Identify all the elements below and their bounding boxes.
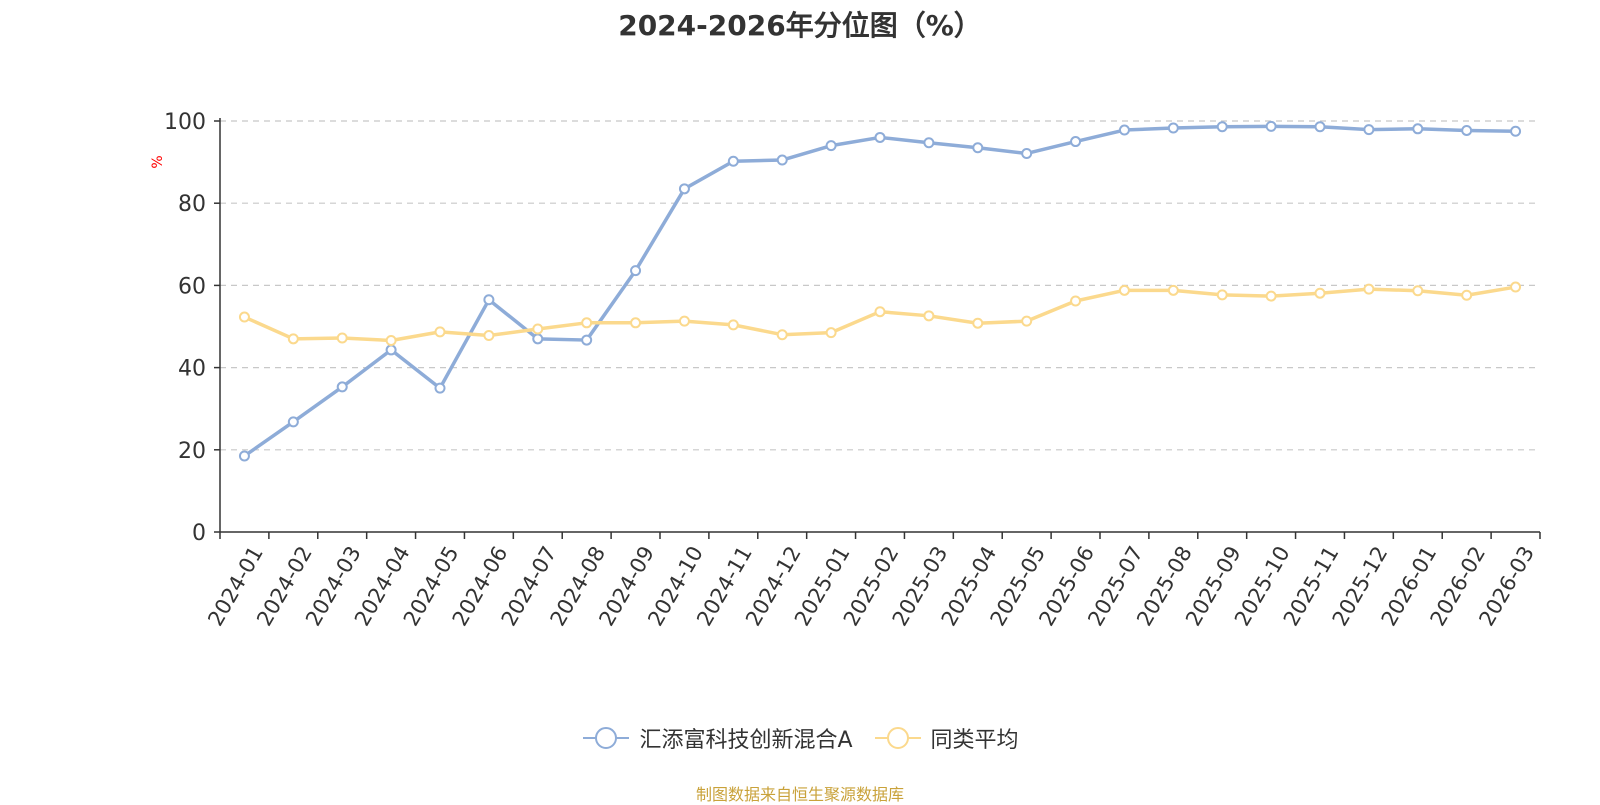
data-point[interactable] [972,317,984,329]
y-axis-label: % [150,155,166,168]
source-note: 制图数据来自恒生聚源数据库 [695,785,904,804]
data-point[interactable] [1070,295,1082,307]
data-point[interactable] [1363,283,1375,295]
data-point[interactable] [678,315,690,327]
data-point[interactable] [336,332,348,344]
data-point[interactable] [287,416,299,428]
data-point[interactable] [1314,121,1326,133]
y-tick-label: 80 [178,192,206,217]
data-point[interactable] [434,382,446,394]
data-point[interactable] [1461,289,1473,301]
y-tick-label: 20 [178,439,206,464]
data-point[interactable] [1363,124,1375,136]
y-tick-label: 100 [164,110,206,135]
data-point[interactable] [630,265,642,277]
data-point[interactable] [238,450,250,462]
data-point[interactable] [923,137,935,149]
data-point[interactable] [776,154,788,166]
data-point[interactable] [287,333,299,345]
data-point[interactable] [972,142,984,154]
data-point[interactable] [1314,287,1326,299]
data-point[interactable] [825,140,837,152]
data-point[interactable] [1265,290,1277,302]
data-point[interactable] [1265,120,1277,132]
data-point[interactable] [1510,281,1522,293]
data-point[interactable] [581,317,593,329]
data-point[interactable] [1118,124,1130,136]
data-point[interactable] [630,317,642,329]
data-point[interactable] [1412,285,1424,297]
data-point[interactable] [434,326,446,338]
legend-swatch-icon [583,727,630,749]
grid-lines [220,120,1540,451]
data-point[interactable] [1216,289,1228,301]
data-point[interactable] [874,306,886,318]
data-point[interactable] [727,319,739,331]
data-point[interactable] [1167,284,1179,296]
data-point[interactable] [727,155,739,167]
data-point[interactable] [678,183,690,195]
data-point[interactable] [238,311,250,323]
data-point[interactable] [532,323,544,335]
data-point[interactable] [825,327,837,339]
data-point[interactable] [385,334,397,346]
data-point[interactable] [1118,284,1130,296]
data-point[interactable] [874,131,886,143]
data-point[interactable] [1021,147,1033,159]
data-point[interactable] [1021,315,1033,327]
chart-title: 2024-2026年分位图（%） [618,9,982,42]
legend-label: 汇添富科技创新混合A [639,728,853,753]
data-point[interactable] [581,334,593,346]
data-point[interactable] [1216,121,1228,133]
series-1 [238,120,1522,462]
legend-label: 同类平均 [930,728,1019,753]
legend: 汇添富科技创新混合A 同类平均 [0,722,1600,754]
y-tick-label: 0 [192,521,206,546]
data-point[interactable] [1510,125,1522,137]
data-point[interactable] [385,344,397,356]
data-point[interactable] [776,329,788,341]
y-tick-label: 40 [178,357,206,382]
data-point[interactable] [483,330,495,342]
axes: 0204060801002024-012024-022024-032024-04… [164,110,1541,630]
data-point[interactable] [1167,122,1179,134]
data-point[interactable] [1412,123,1424,135]
data-point[interactable] [483,294,495,306]
data-point[interactable] [1461,124,1473,136]
series-2 [238,281,1522,346]
data-series [238,120,1522,462]
y-tick-label: 60 [178,274,206,299]
legend-swatch-icon [874,727,921,749]
data-point[interactable] [923,310,935,322]
legend-item-1[interactable]: 汇添富科技创新混合A [581,722,853,754]
data-point[interactable] [532,333,544,345]
legend-item-2[interactable]: 同类平均 [873,722,1019,754]
data-point[interactable] [336,381,348,393]
data-point[interactable] [1070,136,1082,148]
